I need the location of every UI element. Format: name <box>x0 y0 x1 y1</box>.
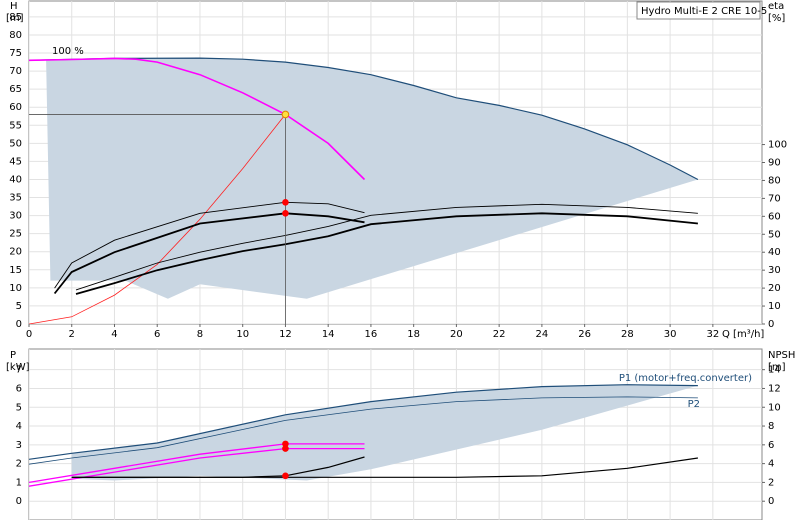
y-tick-label: 55 <box>9 120 22 131</box>
y-tick-label: 50 <box>9 138 22 149</box>
series-label: P1 (motor+freq.converter) <box>619 373 752 384</box>
x-tick-label: 20 <box>450 329 463 340</box>
series-label: P2 <box>688 399 700 410</box>
curve <box>54 201 365 289</box>
y2-label: eta <box>768 1 784 12</box>
x-tick-label: 0 <box>26 329 32 340</box>
x-tick-label: 6 <box>154 329 160 340</box>
y2-tick-label: 60 <box>768 211 781 222</box>
curve <box>29 396 698 465</box>
y2-tick-label: 100 <box>768 140 787 151</box>
duty-point <box>282 445 289 452</box>
y2-tick-label: 2 <box>768 477 774 488</box>
y2-label: [m] <box>768 362 786 373</box>
y-label: [m] <box>6 13 24 24</box>
y2-tick-label: 50 <box>768 229 781 240</box>
duty-point <box>282 440 289 448</box>
duty-point <box>282 209 289 217</box>
x-tick-label: 8 <box>197 329 203 340</box>
legend-box <box>636 1 761 20</box>
y2-tick-label: 14 <box>768 365 781 376</box>
x-tick-label: 26 <box>578 329 591 340</box>
x-tick-label: 16 <box>365 329 378 340</box>
y-tick-label: 45 <box>9 156 22 167</box>
curve <box>75 203 698 291</box>
y-tick-label: 6 <box>16 383 22 394</box>
y2-tick-label: 12 <box>768 383 781 394</box>
legend-title: Hydro Multi-E 2 CRE 10-5 <box>641 6 767 17</box>
x-tick-label: 18 <box>407 329 420 340</box>
y-tick-label: 1 <box>16 477 22 488</box>
y2-tick-label: 40 <box>768 247 781 258</box>
y-tick-label: 65 <box>9 84 22 95</box>
duty-point <box>282 472 289 480</box>
y2-tick-label: 70 <box>768 193 781 204</box>
y-tick-label: 35 <box>9 193 22 204</box>
y2-tick-label: 10 <box>768 301 781 312</box>
y-tick-label: 75 <box>9 48 22 59</box>
y-tick-label: 7 <box>16 365 22 376</box>
y2-tick-label: 90 <box>768 158 781 169</box>
y-tick-label: 0 <box>16 319 22 330</box>
y-tick-label: 4 <box>16 421 22 432</box>
y-tick-label: 5 <box>16 301 22 312</box>
y2-tick-label: 80 <box>768 175 781 186</box>
y-label: [kW] <box>6 362 30 373</box>
y-label: P <box>10 350 16 361</box>
y2-tick-label: 4 <box>768 459 774 470</box>
x-tick-label: 14 <box>322 329 335 340</box>
y-tick-label: 3 <box>16 440 22 451</box>
annotation: 100 % <box>52 46 84 57</box>
x-tick-label: 12 <box>279 329 292 340</box>
y2-tick-label: 0 <box>768 319 774 330</box>
y-label: H <box>10 1 18 12</box>
operating-area <box>46 58 698 299</box>
y2-tick-label: 30 <box>768 265 781 276</box>
y-tick-label: 70 <box>9 66 22 77</box>
y-tick-label: 2 <box>16 459 22 470</box>
y2-tick-label: 20 <box>768 283 781 294</box>
y-tick-label: 85 <box>9 12 22 23</box>
y-tick-label: 20 <box>9 247 22 258</box>
y2-label: NPSH <box>768 350 795 361</box>
y-tick-label: 25 <box>9 229 22 240</box>
y-tick-label: 40 <box>9 174 22 185</box>
y2-label: [%] <box>768 13 785 24</box>
x-tick-label: 28 <box>621 329 634 340</box>
y-tick-label: 15 <box>9 265 22 276</box>
y2-tick-label: 10 <box>768 402 781 413</box>
y-tick-label: 5 <box>16 402 22 413</box>
duty-point <box>281 110 290 119</box>
x-tick-label: 32 <box>706 329 719 340</box>
x-tick-label: 10 <box>236 329 249 340</box>
curve <box>75 212 698 295</box>
x-tick-label: 30 <box>664 329 677 340</box>
curve <box>29 57 366 181</box>
duty-point <box>282 199 289 206</box>
curve <box>29 443 365 484</box>
curve <box>53 212 365 295</box>
y2-tick-label: 8 <box>768 421 774 432</box>
y-tick-label: 60 <box>9 102 22 113</box>
y-tick-label: 30 <box>9 211 22 222</box>
x-tick-label: 4 <box>111 329 117 340</box>
curve <box>29 384 698 460</box>
x-tick-label: 2 <box>69 329 75 340</box>
curve <box>71 457 698 478</box>
x-tick-label: 24 <box>536 329 549 340</box>
x-tick-label: 22 <box>493 329 506 340</box>
y2-tick-label: 6 <box>768 440 774 451</box>
operating-area <box>71 384 698 481</box>
y-tick-label: 80 <box>9 30 22 41</box>
plot <box>29 349 762 520</box>
y-tick-label: 10 <box>9 283 22 294</box>
y2-tick-label: 0 <box>768 496 774 507</box>
y-tick-label: 0 <box>16 496 22 507</box>
curve <box>29 57 699 181</box>
x-label: Q [m³/h] <box>722 329 764 340</box>
curve <box>29 114 286 324</box>
